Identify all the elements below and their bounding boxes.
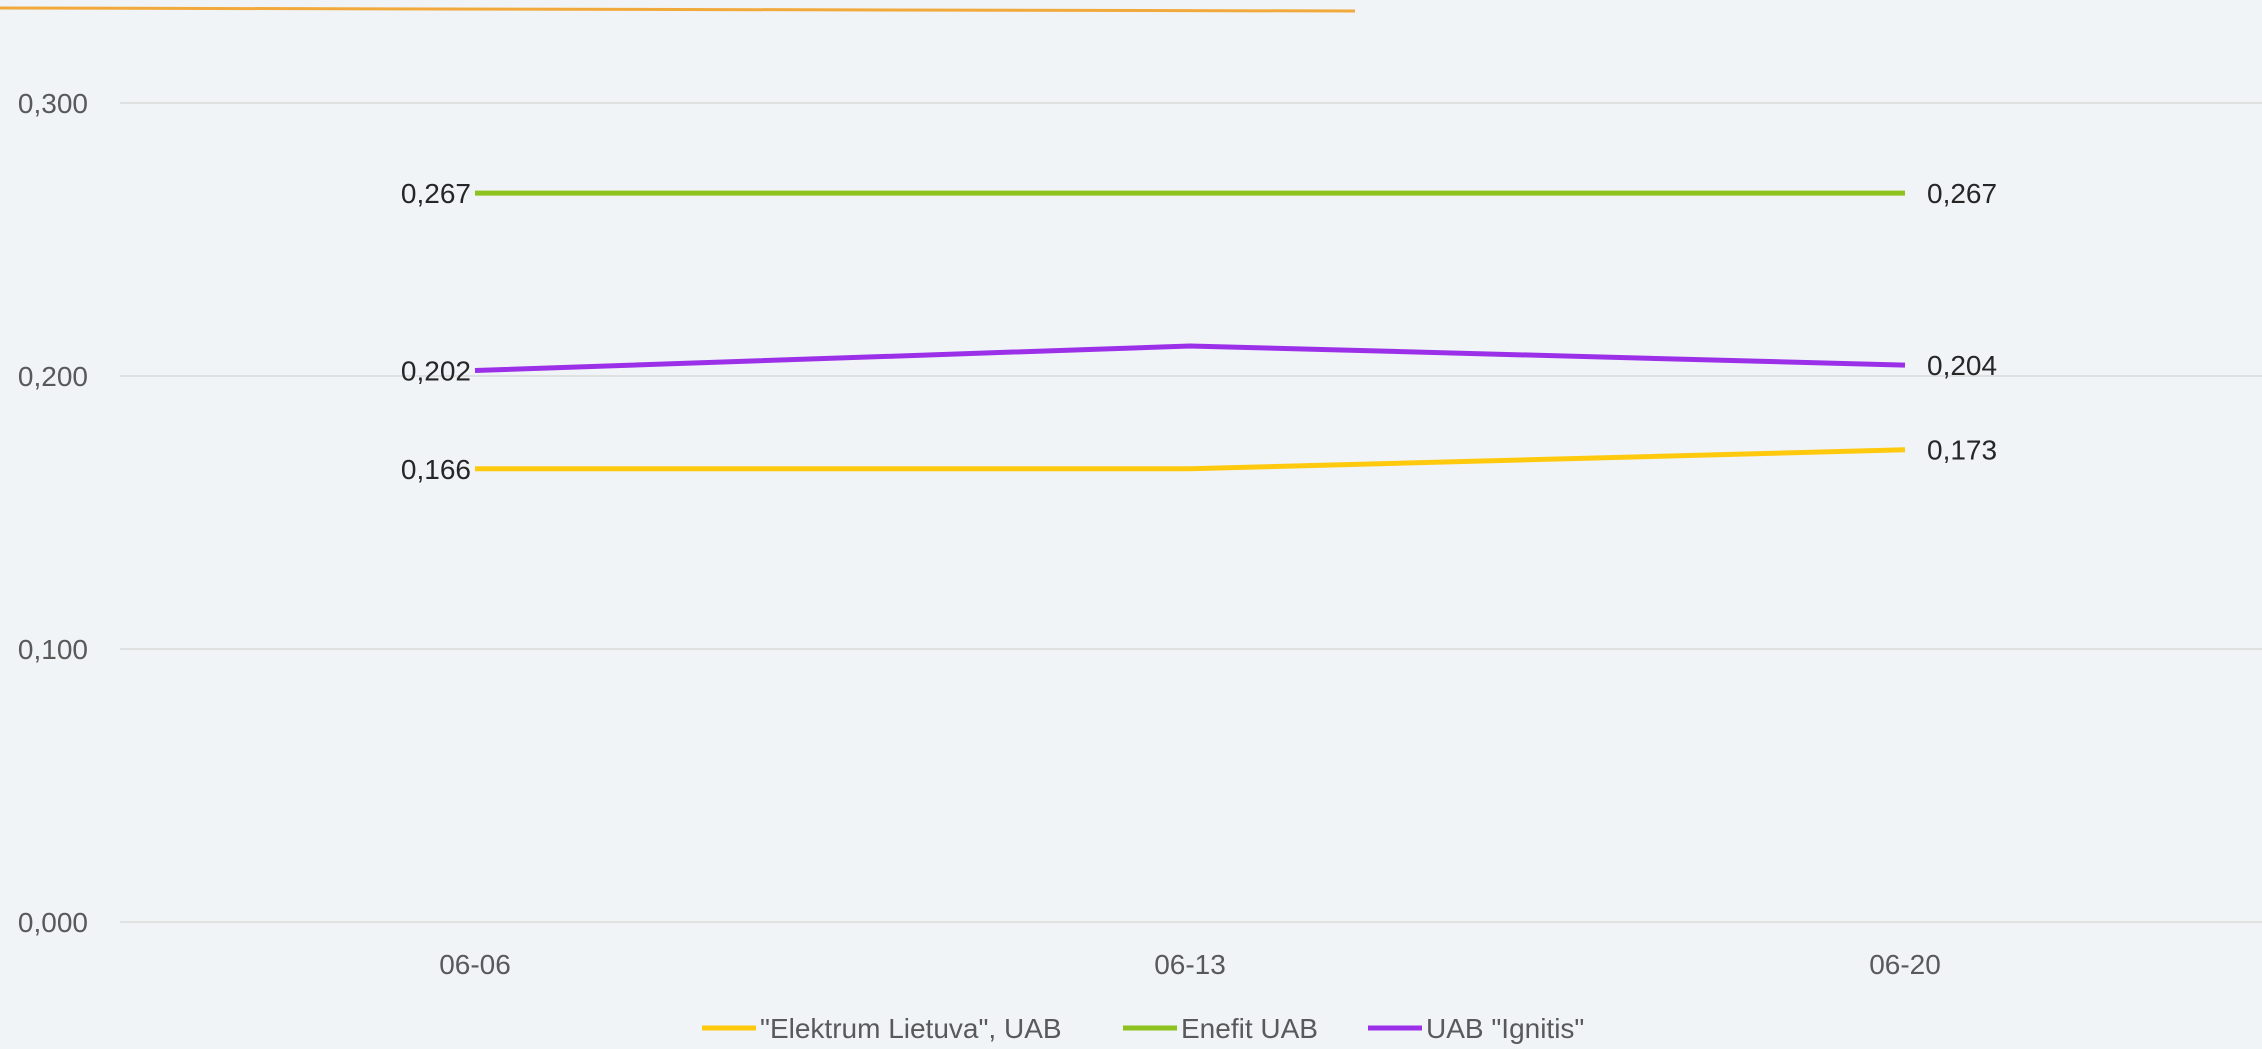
y-tick-label: 0,100 [18, 634, 88, 665]
top-accent-line [0, 6, 1356, 13]
x-tick-label: 06-13 [1154, 949, 1226, 980]
legend-label-1: "Elektrum Lietuva", UAB [760, 1013, 1062, 1044]
data-label: 0,267 [1927, 178, 1997, 209]
x-tick-label: 06-20 [1869, 949, 1941, 980]
y-tick-label: 0,300 [18, 88, 88, 119]
series-line-3 [474, 343, 1906, 373]
y-tick-label: 0,000 [18, 907, 88, 938]
data-label: 0,166 [401, 454, 471, 485]
data-label: 0,267 [401, 178, 471, 209]
legend-label-3: UAB "Ignitis" [1426, 1013, 1584, 1044]
y-tick-label: 0,200 [18, 361, 88, 392]
data-label: 0,173 [1927, 435, 1997, 466]
legend-label-2: Enefit UAB [1181, 1013, 1318, 1044]
data-label: 0,202 [401, 356, 471, 387]
series-line-1 [475, 447, 1906, 472]
data-label: 0,204 [1927, 350, 1997, 381]
x-tick-label: 06-06 [439, 949, 511, 980]
